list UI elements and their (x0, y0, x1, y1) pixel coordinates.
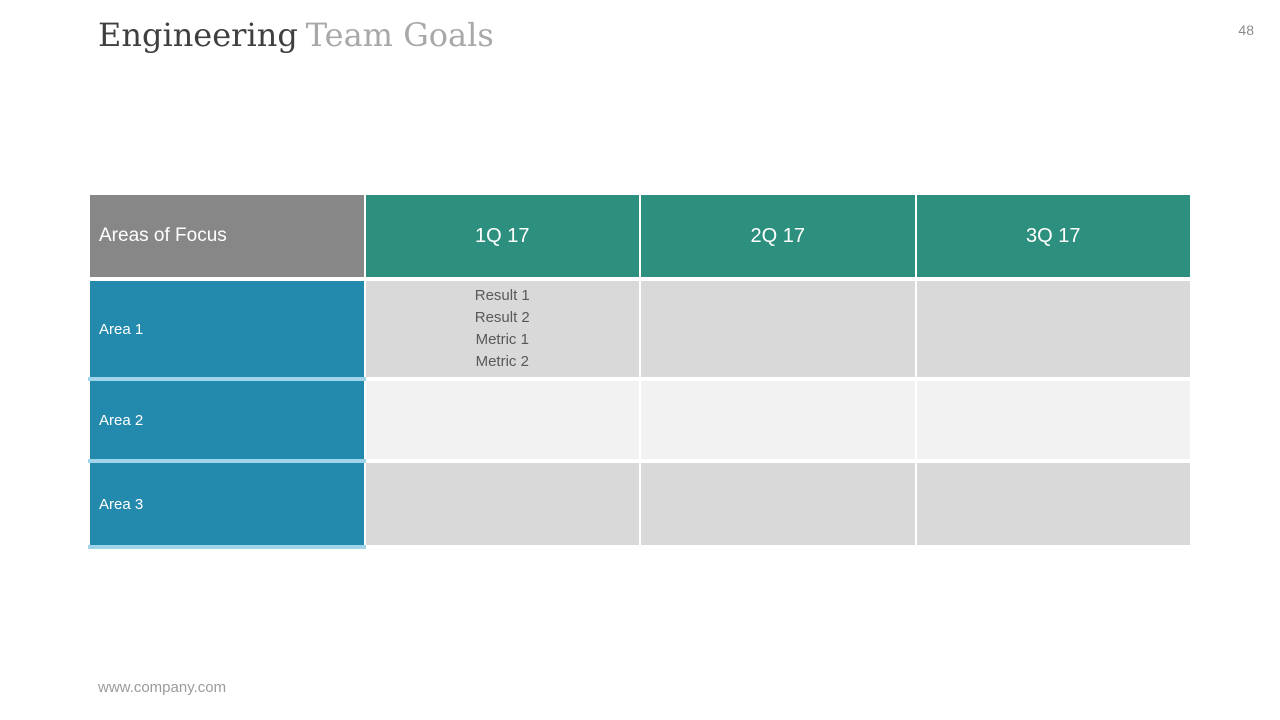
footer-url: www.company.com (98, 679, 227, 696)
goals-table: Areas of Focus 1Q 17 2Q 17 3Q 17 Area 1 … (88, 191, 1192, 549)
row-label-area-1: Area 1 (88, 277, 366, 381)
title-primary: Engineering (98, 16, 298, 54)
row-label-area-3: Area 3 (88, 459, 366, 549)
table-header-areas-of-focus: Areas of Focus (88, 191, 366, 281)
table-header-2q17: 2Q 17 (639, 191, 917, 281)
cell-area-2-1q17 (363, 377, 641, 463)
table-row-area-3: Area 3 (88, 459, 1192, 549)
cell-area-3-1q17 (363, 459, 641, 549)
page-number: 48 (1238, 22, 1254, 38)
table-row-area-2: Area 2 (88, 377, 1192, 463)
cell-area-3-3q17 (914, 459, 1192, 549)
table-header-3q17: 3Q 17 (914, 191, 1192, 281)
cell-area-2-3q17 (914, 377, 1192, 463)
cell-area-1-2q17 (639, 277, 917, 381)
table-header-1q17: 1Q 17 (363, 191, 641, 281)
row-label-area-2: Area 2 (88, 377, 366, 463)
page-title: Engineering Team Goals (98, 16, 494, 54)
cell-area-3-2q17 (639, 459, 917, 549)
table-row-area-1: Area 1 Result 1 Result 2 Metric 1 Metric… (88, 277, 1192, 381)
title-secondary: Team Goals (305, 16, 494, 54)
cell-area-2-2q17 (639, 377, 917, 463)
cell-area-1-3q17 (914, 277, 1192, 381)
table-header-row: Areas of Focus 1Q 17 2Q 17 3Q 17 (88, 191, 1192, 281)
cell-area-1-1q17: Result 1 Result 2 Metric 1 Metric 2 (363, 277, 641, 381)
